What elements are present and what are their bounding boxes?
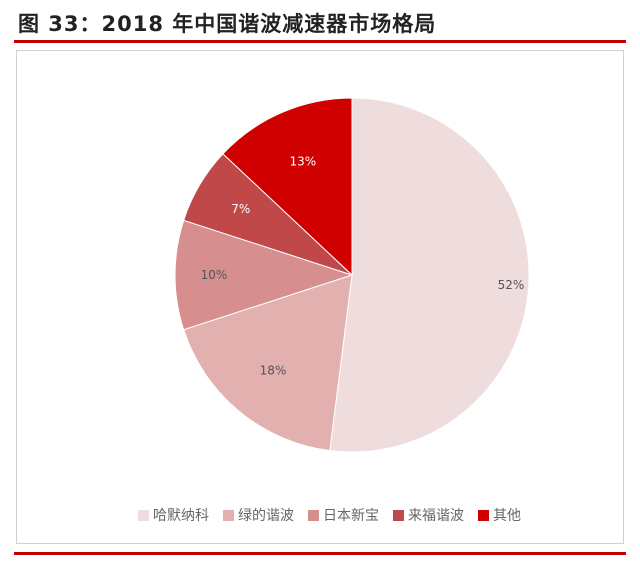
legend-label: 日本新宝 (323, 508, 379, 524)
legend-swatch (393, 509, 404, 521)
legend-swatch (223, 509, 234, 521)
legend-label: 来福谐波 (408, 508, 464, 524)
pie-slices (174, 97, 530, 453)
legend-swatch (308, 509, 319, 521)
legend-label: 其他 (493, 508, 521, 524)
pie-slice (329, 97, 530, 453)
pie-data-label: 13% (289, 154, 316, 168)
legend-item: 来福谐波 (393, 505, 464, 525)
top-divider (14, 40, 626, 43)
legend-item: 日本新宝 (308, 505, 379, 525)
legend-item: 其他 (478, 505, 521, 525)
pie-slice (183, 274, 353, 452)
pie-data-label: 18% (260, 363, 287, 377)
pie-slice (222, 97, 353, 277)
legend-item: 绿的谐波 (223, 505, 294, 525)
pie-data-label: 52% (498, 278, 525, 292)
legend-item: 哈默纳科 (138, 505, 209, 525)
legend-label: 绿的谐波 (238, 508, 294, 524)
pie-slice (174, 219, 354, 331)
pie-data-label: 7% (231, 202, 250, 216)
bottom-divider (14, 552, 626, 555)
legend-label: 哈默纳科 (153, 508, 209, 524)
pie-data-label: 10% (201, 268, 228, 282)
chart-legend: 哈默纳科 绿的谐波 日本新宝 来福谐波 其他 (138, 505, 521, 525)
pie-data-labels: 52% 18% 10% 7% 13% (201, 154, 525, 377)
legend-swatch (138, 509, 149, 521)
legend-swatch (478, 509, 489, 521)
page-title: 图 33：2018 年中国谐波减速器市场格局 (18, 12, 437, 36)
